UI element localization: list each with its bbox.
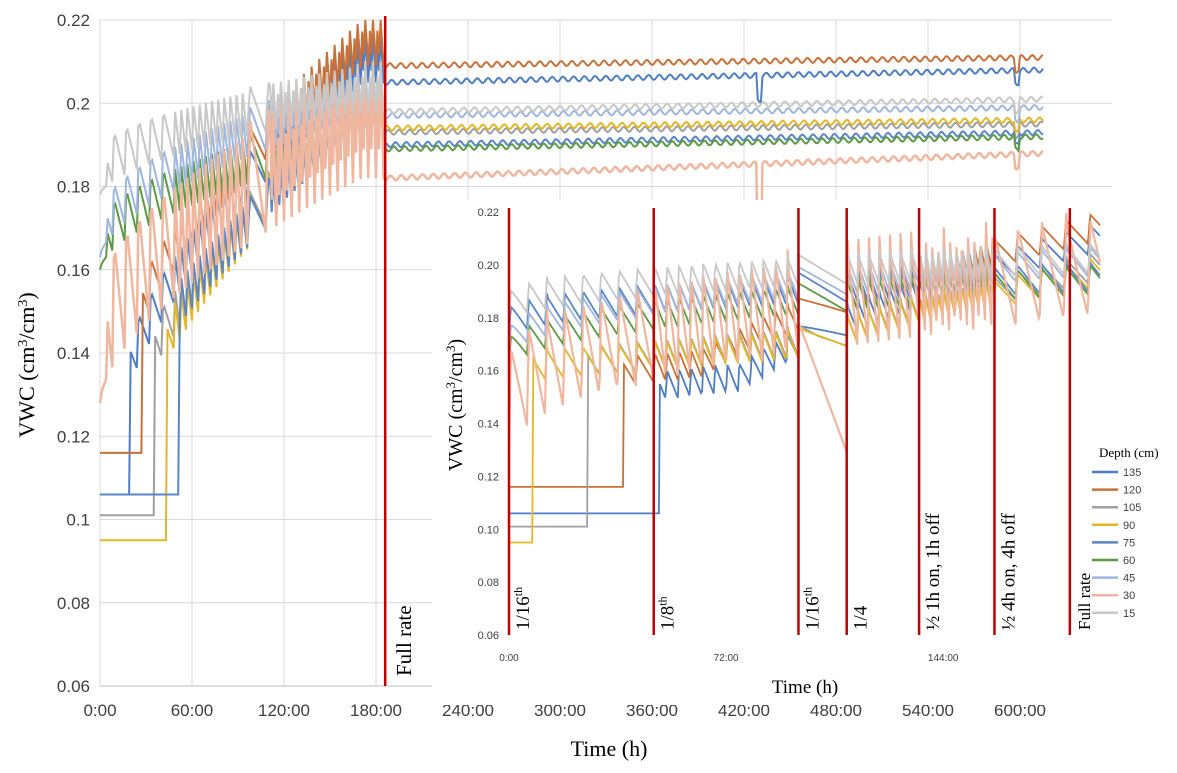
- inset-phase-label: 1/16th: [511, 587, 534, 630]
- main-x-tick-label: 360:00: [626, 701, 678, 720]
- inset-y-tick-label: 0.22: [478, 207, 499, 219]
- inset-series-line-75: [508, 260, 1101, 339]
- main-marker-label: Full rate: [392, 605, 416, 676]
- main-x-tick-label: 0:00: [83, 701, 116, 720]
- inset-series: [507, 212, 1102, 544]
- inset-y-tick-label: 0.12: [478, 471, 499, 483]
- main-y-tick-label: 0.08: [57, 594, 90, 613]
- inset-phase-label: ½ 4h on, 4h off: [998, 513, 1019, 630]
- inset-y-tick-label: 0.08: [478, 577, 499, 589]
- main-x-tick-label: 240:00: [442, 701, 494, 720]
- inset-series-line-90: [509, 257, 1101, 544]
- inset-x-axis-label: Time (h): [772, 677, 838, 698]
- inset-series-line-120: [509, 212, 1101, 488]
- inset-legend: Depth (cm) 135 120 105 90 75 60 45 30 15: [1092, 445, 1159, 620]
- main-series-line-30: [98, 61, 1044, 404]
- inset-y-tick-label: 0.06: [478, 630, 499, 642]
- inset-phase-label: 1/8th: [656, 596, 679, 630]
- main-x-tick-label: 420:00: [718, 701, 770, 720]
- main-x-tick-label: 60:00: [171, 701, 214, 720]
- inset-phase-label: ½ 1h on, 1h off: [923, 513, 944, 630]
- inset-phase-label: 1/16th: [800, 587, 823, 630]
- main-series-line-45: [99, 69, 1044, 258]
- legend-entry: 90: [1123, 520, 1135, 532]
- main-y-tick-label: 0.2: [66, 94, 90, 113]
- main-chart: Full rate 0.06 0.08 0.1 0.12 0.14 0.16 0.18 0.2…: [14, 11, 1112, 761]
- inset-chart: 1/16th 1/8th 1/16th 1/4 ½ 1h on, 1h off ½ 4h …: [432, 200, 1177, 705]
- main-y-tick-label: 0.06: [57, 677, 90, 696]
- main-y-tick-label: 0.1: [66, 511, 90, 530]
- legend-entry: 120: [1123, 485, 1141, 497]
- legend-entry: 135: [1123, 467, 1141, 479]
- main-ticks: 0.06 0.08 0.1 0.12 0.14 0.16 0.18 0.2 0.22 0:00 60…: [57, 11, 1046, 720]
- inset-x-tick-label: 0:00: [499, 653, 519, 664]
- main-y-tick-label: 0.18: [57, 178, 90, 197]
- main-series-line-120: [100, 19, 1044, 454]
- legend-entry: 60: [1123, 555, 1135, 567]
- main-series: [98, 19, 1044, 542]
- inset-x-tick-label: 144:00: [928, 653, 959, 664]
- inset-y-tick-label: 0.18: [478, 313, 499, 325]
- inset-y-tick-label: 0.20: [478, 260, 499, 272]
- main-y-tick-label: 0.14: [57, 344, 90, 363]
- inset-phase-label: Full rate: [1075, 573, 1094, 630]
- inset-y-tick-label: 0.14: [478, 419, 499, 431]
- main-y-axis-label: VWC (cm3/cm3): [14, 292, 39, 437]
- main-y-tick-label: 0.12: [57, 427, 90, 446]
- legend-entry: 75: [1123, 537, 1135, 549]
- main-series-line-105: [100, 85, 1044, 517]
- legend-entry: 105: [1123, 502, 1141, 514]
- legend-entry: 15: [1123, 608, 1135, 620]
- inset-series-line-60: [508, 263, 1101, 371]
- main-x-tick-label: 300:00: [534, 701, 586, 720]
- main-x-tick-label: 480:00: [810, 701, 862, 720]
- main-series-line-60: [99, 102, 1044, 271]
- main-x-tick-label: 540:00: [902, 701, 954, 720]
- main-x-tick-label: 600:00: [994, 701, 1046, 720]
- main-x-tick-label: 180:00: [350, 701, 402, 720]
- inset-phase-label: 1/4: [851, 605, 872, 630]
- inset-ticks: 0.06 0.08 0.10 0.12 0.14 0.16 0.18 0.20 0.22 0:00…: [478, 207, 959, 664]
- main-y-tick-label: 0.22: [57, 11, 90, 30]
- inset-background: [432, 200, 1177, 705]
- main-markers: Full rate: [383, 16, 416, 686]
- legend-entry: 45: [1123, 573, 1135, 585]
- main-x-tick-label: 120:00: [258, 701, 310, 720]
- inset-series-line-15: [508, 242, 1101, 324]
- inset-x-tick-label: 72:00: [714, 653, 739, 664]
- inset-y-tick-label: 0.16: [478, 366, 499, 378]
- main-x-axis-label: Time (h): [571, 736, 648, 761]
- inset-series-line-30: [507, 212, 1102, 456]
- inset-phases: 1/16th 1/8th 1/16th 1/4 ½ 1h on, 1h off ½ 4h …: [507, 208, 1094, 635]
- legend-entry: 30: [1123, 590, 1135, 602]
- main-series-line-75: [100, 98, 1044, 496]
- main-series-line-15: [99, 64, 1044, 196]
- inset-y-tick-label: 0.10: [478, 524, 499, 536]
- legend-title: Depth (cm): [1099, 445, 1159, 460]
- inset-y-axis-label: VWC (cm3/cm3): [443, 339, 468, 471]
- main-y-tick-label: 0.16: [57, 261, 90, 280]
